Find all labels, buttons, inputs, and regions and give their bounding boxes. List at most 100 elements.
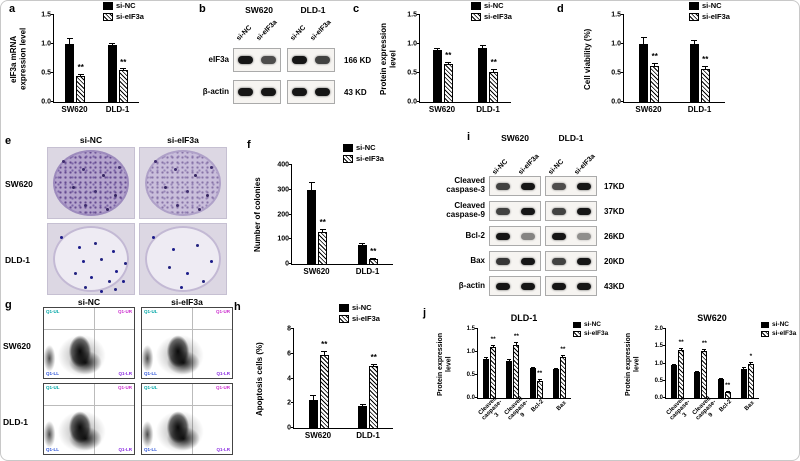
significance-marker: ** (701, 340, 707, 348)
bar-si-eIF3a (443, 64, 453, 102)
bar-groups: ** ** ** * (666, 329, 759, 398)
bar-si-NC (671, 365, 678, 398)
molecular-weight-label: 43 KD (344, 87, 367, 97)
legend-label: si-eIF3a (116, 12, 144, 21)
blot-strip (545, 201, 597, 221)
y-tick-label: 200 (277, 211, 289, 218)
bar-slot: ** (443, 15, 453, 102)
error-bar (651, 62, 658, 70)
row-label-sw620: SW620 (5, 179, 33, 189)
legend-swatch-si-NC (573, 321, 581, 328)
x-category-label: DLD-1 (687, 105, 712, 114)
panel-letter-c: c (353, 3, 360, 15)
molecular-weight-label: 26KD (604, 231, 625, 241)
plot-area: 0 2 4 6 8 ** ** (287, 326, 393, 432)
y-tick-label: 1.0 (654, 360, 663, 367)
y-tick-label: 0.5 (407, 69, 417, 77)
bar-slot: ** (559, 329, 566, 398)
scatter-cloud (44, 384, 134, 454)
protein-band (551, 257, 566, 265)
error-bar (77, 73, 84, 79)
bar-si-NC (552, 369, 559, 398)
flow-plot-grid: Q1-UL Q1-UR Q1-LL Q1-LR Q1-UL Q1-UR Q1-LL Q1-LR… (3, 297, 245, 460)
column-label-si-eif3a: si-eIF3a (171, 297, 203, 307)
panel-g-flow-cytometry: g si-NC si-eIF3a SW620 DLD-1 Q1-UL Q1-UR Q… (3, 297, 245, 460)
column-label-si-nc: si-NC (79, 135, 103, 145)
y-tick-mark (417, 72, 420, 73)
plot-area: 0.0 0.5 1.0 1.5 ** ** (611, 12, 725, 106)
column-label-si-nc: si-NC (77, 297, 101, 307)
legend-label: si-eIF3a (772, 330, 797, 337)
x-category-label: Bax (743, 400, 756, 413)
x-axis-labels: SW620 DLD-1 (293, 431, 393, 440)
bar-si-NC (65, 44, 75, 102)
chart-apoptosis-cells: Apoptosis cells (%) 0 2 4 6 8 ** ** SW620 DLD-1… (245, 299, 423, 460)
colony-dots (152, 236, 155, 239)
error-bar (718, 377, 723, 381)
x-category-label: DLD-1 (356, 431, 380, 440)
significance-marker: ** (445, 51, 452, 61)
legend-swatch-si-eIF3a (103, 12, 113, 21)
y-tick-mark (663, 345, 666, 347)
bar-group: ** (478, 15, 499, 102)
scatter-cloud (44, 308, 134, 378)
bar-slot: ** (368, 165, 378, 264)
chart-number-of-colonies: Number of colonies 0 100 200 300 400 ** ** SW6… (245, 137, 423, 295)
x-axis-labels: SW620 DLD-1 (623, 105, 725, 114)
y-tick-label: 1.5 (611, 11, 621, 19)
colony-dots (154, 160, 157, 163)
molecular-weight-label: 166 KD (344, 55, 372, 65)
western-blot-eif3a: SW620 DLD-1 si-NC si-eIF3a si-NC si-eIF3a eI… (197, 1, 372, 132)
legend-label: si-NC (702, 1, 722, 10)
legend-row: si-eIF3a (471, 12, 512, 21)
legend-label: si-NC (356, 143, 376, 152)
y-tick-mark (417, 14, 420, 15)
legend-row: si-NC (573, 321, 608, 328)
significance-marker: ** (321, 340, 328, 350)
bar-si-eIF3a (318, 231, 328, 264)
bar-si-NC (307, 189, 317, 264)
bar-group: ** (639, 15, 660, 102)
bar-si-NC (478, 48, 488, 102)
error-bar (359, 403, 366, 408)
y-tick-mark (291, 377, 294, 379)
chart-dld1-proteins-inner: DLD-1 Protein expression level 0.0 0.5 1.0… (431, 307, 619, 460)
legend-row: si-NC (689, 1, 730, 10)
bar-slot: ** (76, 15, 86, 102)
bar-slot (357, 165, 367, 264)
legend-row: si-eIF3a (689, 12, 730, 21)
plot-area: 0 100 200 300 400 ** ** (277, 162, 393, 268)
molecular-weight-label: 20KD (604, 256, 625, 266)
lane-label-si-eIF3a: si-eIF3a (309, 18, 333, 43)
lane-label-si-NC: si-NC (235, 24, 254, 43)
legend-label: si-NC (484, 1, 504, 10)
y-axis-label: Number of colonies (253, 177, 262, 253)
bar-si-eIF3a (319, 355, 329, 428)
y-tick-mark (663, 379, 666, 381)
significance-marker: ** (560, 345, 566, 353)
y-tick-mark (51, 14, 54, 15)
y-tick-mark (663, 362, 666, 364)
panel-e-colony-formation: e si-NC si-eIF3a SW620 DLD-1 (3, 133, 243, 297)
quadrant-label-Q1-LL: Q1-LL (46, 446, 59, 452)
chart-legend: si-NC si-eIF3a (471, 1, 512, 23)
quadrant-label-Q1-UL: Q1-UL (46, 385, 60, 390)
bar-slot (307, 165, 317, 264)
bar-si-NC (432, 49, 442, 102)
quadrant-label-Q1-LR: Q1-LR (216, 446, 231, 452)
significance-marker: ** (678, 338, 684, 346)
blot-strip (489, 251, 541, 271)
bar-si-eIF3a (724, 391, 731, 398)
error-bar (491, 345, 496, 350)
blot-row: Bcl-2 26KD (433, 225, 669, 247)
y-tick-mark (621, 14, 624, 15)
bar-group: * (740, 329, 754, 398)
bar-slot (432, 15, 442, 102)
flow-plot-SW620-si-NC: Q1-UL Q1-UR Q1-LL Q1-LR (43, 307, 135, 379)
panel-letter-d: d (557, 3, 564, 15)
x-axis-labels: SW620 DLD-1 (419, 105, 511, 114)
y-tick-label: 0.0 (41, 98, 51, 106)
legend-row: si-eIF3a (339, 314, 380, 323)
blot-strip (545, 276, 597, 296)
